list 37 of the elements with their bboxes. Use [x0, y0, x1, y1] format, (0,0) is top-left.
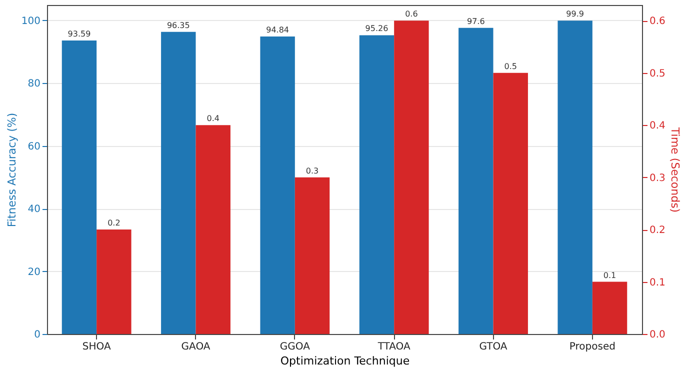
x-tick-label: SHOA	[82, 342, 111, 352]
y2-tick-label: 0.4	[650, 120, 666, 132]
data-label: 97.6	[466, 16, 485, 26]
data-label: 94.84	[266, 26, 290, 35]
y2-tick-label: 0.3	[650, 172, 666, 184]
data-label: 0.5	[504, 62, 517, 71]
x-tick-label: GGOA	[280, 342, 310, 352]
y2-axis-title: Time (Seconds)	[668, 126, 682, 213]
y-tick-label: 20	[28, 266, 40, 278]
x-tick-label: TTAOA	[376, 342, 410, 352]
y2-tick-label: 0.0	[650, 330, 666, 340]
data-label: 0.1	[603, 270, 616, 280]
data-label: 95.26	[365, 24, 388, 34]
y-tick-label: 100	[21, 16, 40, 27]
x-tick-label: GTOA	[479, 342, 508, 352]
data-label: 0.6	[405, 10, 418, 19]
y-tick-label: 40	[28, 204, 40, 216]
data-label: 93.59	[68, 29, 91, 38]
y2-tick-label: 0.5	[650, 68, 666, 80]
data-label: 96.35	[166, 20, 190, 30]
data-label: 0.3	[306, 166, 319, 176]
data-label: 99.9	[566, 10, 584, 19]
y2-tick-label: 0.6	[650, 16, 666, 28]
bar	[558, 20, 592, 334]
data-label: 0.4	[206, 114, 220, 124]
bar	[592, 282, 628, 334]
y-tick-label: 0	[34, 330, 40, 340]
data-label: 0.2	[108, 218, 120, 228]
y2-tick-label: 0.1	[650, 277, 666, 288]
x-axis-title: Optimization Technique	[280, 354, 410, 368]
y2-tick-label: 0.2	[650, 225, 666, 236]
x-tick-label: Proposed	[569, 342, 616, 352]
y-tick-label: 60	[28, 141, 40, 152]
y-tick-label: 80	[28, 78, 40, 90]
x-tick-label: GAOA	[181, 342, 210, 352]
bar	[62, 40, 97, 334]
y-axis-title: Fitness Accuracy (%)	[5, 112, 18, 228]
